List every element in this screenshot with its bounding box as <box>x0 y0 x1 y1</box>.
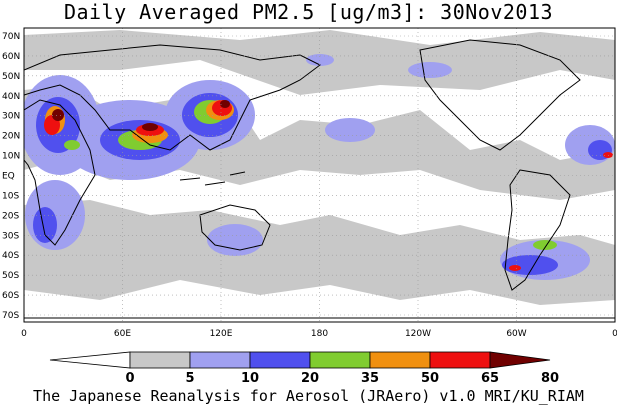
colorbar-swatch <box>249 351 311 369</box>
map-title: Daily Averaged PM2.5 [ug/m3]: 30Nov2013 <box>63 0 554 24</box>
colorbar-label: 0 <box>125 371 134 386</box>
colorbar-label: 80 <box>541 371 559 386</box>
lat-label: 50S <box>2 271 19 281</box>
lat-label: 70N <box>2 32 20 42</box>
colorbar-label: 5 <box>185 371 194 386</box>
colorbar-label: 10 <box>241 371 259 386</box>
lon-label: 120E <box>210 329 233 339</box>
lon-label: 60E <box>114 329 131 339</box>
lat-label: 60S <box>2 291 19 301</box>
colorbar-swatch <box>129 351 191 369</box>
lat-label: 20S <box>2 211 19 221</box>
graticule <box>24 28 615 322</box>
lat-label: 20N <box>2 132 20 142</box>
colorbar-upper-arrow <box>489 351 551 369</box>
colorbar-label: 35 <box>361 371 379 386</box>
lat-label: 40S <box>2 251 19 261</box>
lat-label: 30S <box>2 231 19 241</box>
lat-label: 10N <box>2 152 20 162</box>
colorbar-lower-arrow <box>49 351 131 369</box>
lat-label: EQ <box>2 172 15 182</box>
colorbar-label: 50 <box>421 371 439 386</box>
coastlines <box>24 39 615 319</box>
lat-label: 30N <box>2 112 20 122</box>
lon-label: 60W <box>506 329 526 339</box>
colorbar-label: 20 <box>301 371 319 386</box>
lat-label: 10S <box>2 191 19 201</box>
lat-labels: 70N 60N 50N 40N 30N 20N 10N EQ 10S 20S 30S 40S 50S 60… <box>2 32 20 321</box>
colorbar-swatch <box>369 351 431 369</box>
lat-label: 70S <box>2 311 19 321</box>
lon-label: 0 <box>21 329 27 339</box>
lat-label: 60N <box>2 52 20 62</box>
lon-label: 0 <box>612 329 617 339</box>
field-level-80 <box>52 100 230 131</box>
colorbar: 0 5 10 20 35 50 65 80 <box>49 351 559 386</box>
colorbar-swatch <box>309 351 371 369</box>
footer-credit: The Japanese Reanalysis for Aerosol (JRA… <box>33 387 584 405</box>
lon-label: 180 <box>311 329 328 339</box>
colorbar-label: 65 <box>481 371 499 386</box>
lon-label: 120W <box>405 329 431 339</box>
colorbar-swatch <box>429 351 491 369</box>
colorbar-swatch <box>189 351 251 369</box>
map-border <box>23 27 616 323</box>
lon-labels: 0 60E 120E 180 120W 60W 0 <box>21 329 617 339</box>
lat-label: 50N <box>2 72 20 82</box>
lat-label: 40N <box>2 92 20 102</box>
